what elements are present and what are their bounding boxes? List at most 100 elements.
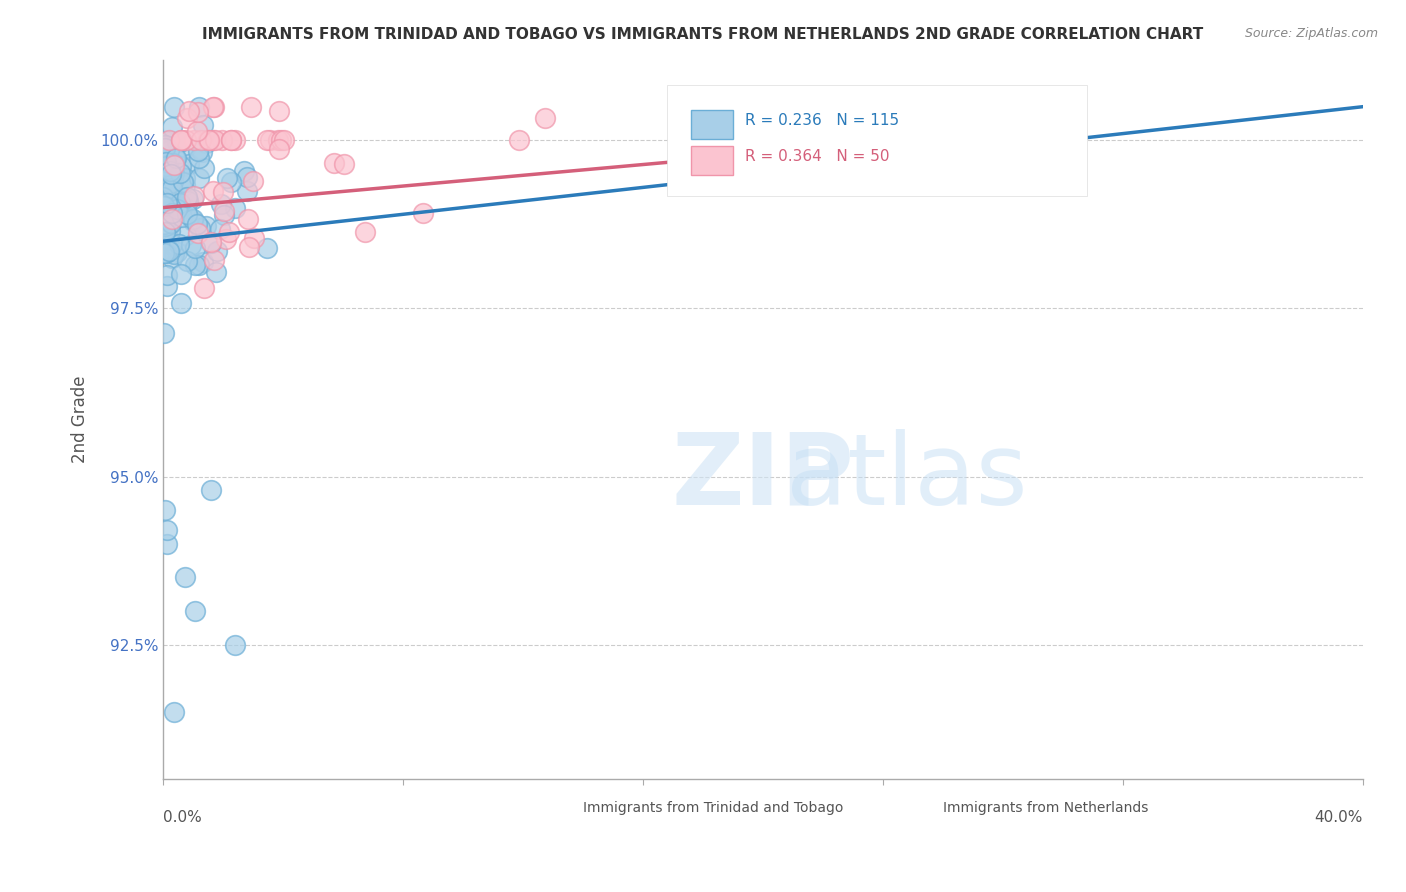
Point bbox=[200, 483, 222, 497]
Point bbox=[176, 133, 198, 147]
Point bbox=[187, 171, 209, 186]
Point bbox=[159, 164, 181, 178]
Point bbox=[188, 258, 211, 272]
Point bbox=[215, 232, 238, 246]
Point bbox=[181, 214, 204, 228]
Point bbox=[219, 175, 242, 189]
Point bbox=[157, 208, 180, 222]
Point bbox=[322, 156, 344, 170]
Point bbox=[211, 133, 233, 147]
Point bbox=[163, 705, 186, 719]
Point bbox=[209, 197, 232, 211]
Text: R = 0.236   N = 115: R = 0.236 N = 115 bbox=[745, 113, 900, 128]
Text: ZIP: ZIP bbox=[672, 428, 855, 525]
Point bbox=[159, 244, 181, 259]
Point bbox=[187, 226, 209, 240]
Point bbox=[167, 236, 190, 251]
Point bbox=[160, 167, 183, 181]
Point bbox=[221, 133, 243, 147]
Point bbox=[157, 231, 180, 245]
Point bbox=[183, 188, 205, 202]
FancyBboxPatch shape bbox=[692, 110, 733, 139]
Point bbox=[259, 133, 281, 147]
Point bbox=[166, 195, 188, 210]
Point bbox=[187, 105, 209, 120]
Point bbox=[193, 161, 215, 175]
FancyBboxPatch shape bbox=[692, 146, 733, 175]
Point bbox=[186, 217, 208, 231]
Point bbox=[153, 138, 176, 153]
Point bbox=[169, 200, 191, 214]
Point bbox=[153, 141, 176, 155]
Point bbox=[176, 253, 198, 268]
FancyBboxPatch shape bbox=[666, 85, 1087, 196]
Point bbox=[173, 178, 195, 192]
Point bbox=[193, 281, 215, 295]
Point bbox=[169, 166, 191, 180]
Point bbox=[163, 152, 186, 166]
Text: Immigrants from Trinidad and Tobago: Immigrants from Trinidad and Tobago bbox=[583, 801, 844, 815]
Point bbox=[169, 135, 191, 149]
Point bbox=[153, 225, 176, 239]
Point bbox=[202, 100, 225, 114]
Point bbox=[195, 219, 218, 234]
Point bbox=[163, 158, 186, 172]
Point bbox=[221, 133, 243, 147]
Text: 40.0%: 40.0% bbox=[1315, 811, 1362, 825]
Point bbox=[508, 133, 530, 147]
Point bbox=[224, 638, 246, 652]
Point bbox=[200, 235, 222, 250]
Point bbox=[169, 133, 191, 147]
Point bbox=[218, 225, 240, 239]
Point bbox=[256, 133, 278, 147]
Point bbox=[191, 145, 214, 159]
Point bbox=[187, 100, 209, 114]
Point bbox=[240, 100, 263, 114]
Point bbox=[153, 139, 176, 153]
Point bbox=[155, 154, 177, 169]
Point bbox=[163, 100, 186, 114]
Point bbox=[153, 198, 176, 212]
Point bbox=[353, 226, 375, 240]
Point bbox=[198, 133, 221, 147]
Text: R = 0.364   N = 50: R = 0.364 N = 50 bbox=[745, 149, 890, 164]
Point bbox=[153, 212, 176, 227]
Point bbox=[157, 143, 180, 157]
Text: atlas: atlas bbox=[786, 428, 1028, 525]
Point bbox=[176, 190, 198, 204]
Point bbox=[162, 174, 184, 188]
Point bbox=[157, 133, 180, 147]
Point bbox=[269, 142, 291, 156]
Point bbox=[152, 190, 174, 204]
Point bbox=[172, 175, 194, 189]
Point bbox=[162, 164, 184, 178]
Point bbox=[224, 133, 246, 147]
Point bbox=[157, 242, 180, 256]
Point bbox=[166, 136, 188, 150]
Point bbox=[242, 174, 264, 188]
Point bbox=[200, 235, 222, 249]
Point bbox=[162, 206, 184, 220]
Point bbox=[184, 604, 207, 618]
Point bbox=[197, 133, 219, 147]
Text: Source: ZipAtlas.com: Source: ZipAtlas.com bbox=[1244, 27, 1378, 40]
Point bbox=[202, 253, 225, 268]
Point bbox=[207, 244, 229, 258]
Point bbox=[181, 192, 204, 206]
Point bbox=[179, 157, 201, 171]
Point bbox=[183, 241, 205, 255]
Point bbox=[160, 135, 183, 149]
Point bbox=[202, 184, 225, 198]
Point bbox=[153, 246, 176, 260]
Point bbox=[156, 220, 179, 235]
Point bbox=[174, 171, 197, 186]
Point bbox=[160, 190, 183, 204]
Point bbox=[160, 251, 183, 265]
Point bbox=[412, 206, 434, 220]
Point bbox=[156, 524, 179, 538]
Point bbox=[157, 218, 180, 232]
Point bbox=[160, 212, 183, 227]
Point bbox=[266, 133, 288, 147]
Point bbox=[188, 221, 211, 235]
Point bbox=[267, 104, 290, 119]
